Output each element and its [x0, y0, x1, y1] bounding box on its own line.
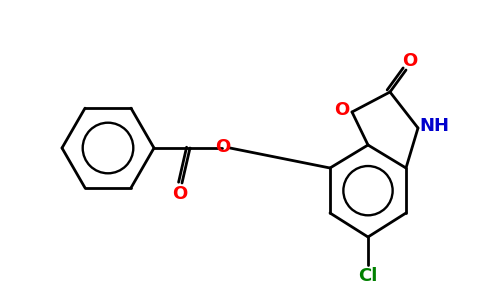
Text: O: O: [402, 52, 418, 70]
Text: NH: NH: [419, 117, 449, 135]
Text: O: O: [215, 138, 230, 156]
Text: O: O: [172, 185, 188, 203]
Text: O: O: [334, 101, 349, 119]
Text: Cl: Cl: [358, 267, 378, 285]
